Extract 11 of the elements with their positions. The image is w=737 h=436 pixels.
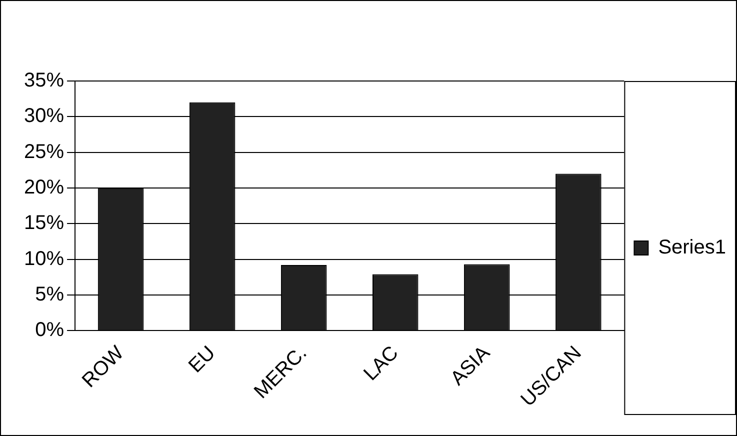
x-tick-label: EU <box>184 342 220 378</box>
y-tick-label: 20% <box>24 176 64 198</box>
y-tick-label: 0% <box>35 319 64 342</box>
y-tick-label: 30% <box>24 105 64 128</box>
y-tick-label: 25% <box>24 140 64 163</box>
y-tick-label: 10% <box>24 248 64 270</box>
x-tick-label: LAC <box>360 342 403 386</box>
y-tick-label: 5% <box>35 283 64 306</box>
y-tick-label: 15% <box>24 212 64 234</box>
y-tick-label: 35% <box>24 70 64 92</box>
legend-label: Series1 <box>658 236 726 259</box>
